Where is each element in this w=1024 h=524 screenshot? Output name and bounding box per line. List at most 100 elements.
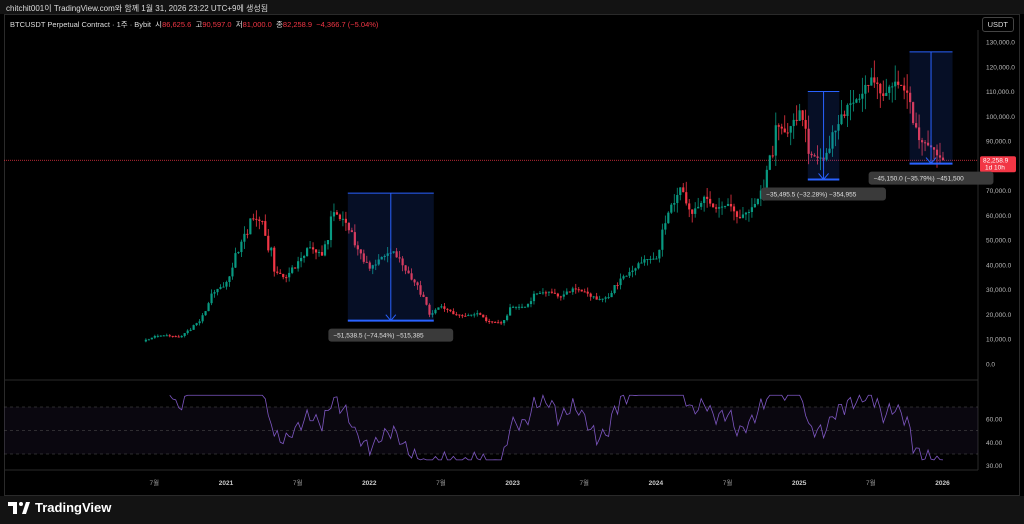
candle-body: [446, 308, 449, 310]
candle-body: [941, 157, 945, 161]
symbol-title: BTCUSDT Perpetual Contract · 1주 · Bybit: [10, 20, 151, 29]
candle-body: [500, 322, 503, 324]
candle-body: [610, 292, 613, 298]
candle-body: [676, 195, 679, 204]
candle-body: [691, 209, 694, 214]
candle-body: [506, 315, 509, 320]
price-tick: 30,000.0: [986, 287, 1012, 294]
candle-body: [577, 289, 580, 291]
last-price-countdown: 1d 10h: [985, 164, 1005, 171]
candle-body: [837, 124, 840, 131]
candle-body: [323, 244, 327, 256]
candle-body: [574, 288, 577, 290]
candle-body: [670, 204, 673, 213]
candle-body: [413, 279, 416, 283]
candle-body: [795, 119, 798, 121]
candle-body: [431, 313, 434, 315]
candle-body: [682, 187, 685, 193]
candle-body: [234, 253, 237, 268]
price-tick: 110,000.0: [986, 89, 1015, 96]
candle-body: [667, 212, 670, 224]
candle-body: [371, 265, 374, 269]
candle-body: [359, 249, 362, 254]
low-value: 81,000.0: [242, 20, 272, 29]
currency-button[interactable]: USDT: [981, 17, 1014, 32]
candle-body: [526, 304, 530, 307]
candle-body: [150, 337, 153, 340]
candle-body: [640, 262, 643, 264]
low-label: 저: [235, 20, 243, 29]
candle-body: [792, 119, 795, 127]
candle-body: [425, 296, 428, 305]
candle-body: [938, 155, 942, 158]
candle-body: [380, 256, 383, 260]
candle-body: [709, 198, 712, 204]
candle-body: [622, 276, 625, 279]
candle-body: [840, 114, 843, 125]
candle-body: [201, 315, 204, 322]
candle-body: [311, 247, 315, 250]
candle-body: [497, 322, 500, 324]
candle-body: [831, 132, 834, 149]
candle-body: [285, 277, 288, 279]
tradingview-logo[interactable]: TradingView: [8, 500, 111, 515]
rsi-tick: 60.00: [986, 416, 1003, 423]
candle-body: [729, 203, 733, 207]
candle-body: [556, 293, 559, 297]
candle-body: [356, 245, 359, 250]
price-tick: 0.0: [986, 362, 995, 369]
candle-body: [882, 93, 885, 96]
time-tick: 7월: [150, 478, 160, 487]
symbol-legend: BTCUSDT Perpetual Contract · 1주 · Bybit …: [10, 19, 378, 30]
candle-body: [547, 291, 551, 293]
high-label: 고: [195, 20, 203, 29]
candle-body: [541, 292, 545, 294]
candle-body: [879, 83, 882, 94]
candle-body: [544, 292, 548, 294]
candle-body: [655, 258, 658, 260]
candle-body: [926, 142, 930, 146]
candle-body: [243, 233, 246, 242]
rsi-tick: 40.00: [986, 440, 1003, 447]
price-tick: 20,000.0: [986, 312, 1012, 319]
candle-body: [900, 84, 903, 86]
change-value: −4,366.7 (−5.04%): [316, 20, 379, 29]
candle-body: [276, 271, 279, 273]
candle-body: [810, 153, 813, 156]
candle-body: [341, 218, 345, 220]
candle-body: [703, 196, 706, 203]
candle-body: [452, 311, 455, 315]
candle-body: [491, 321, 494, 323]
candle-body: [326, 240, 330, 245]
candle-body: [732, 206, 736, 212]
candle-body: [568, 291, 571, 293]
candle-body: [377, 259, 380, 265]
candle-body: [144, 339, 147, 342]
candle-body: [601, 298, 604, 300]
candle-body: [282, 273, 285, 278]
candle-body: [849, 103, 852, 105]
candle-body: [909, 92, 912, 103]
candle-body: [153, 336, 156, 338]
candle-body: [383, 255, 386, 257]
price-tick: 50,000.0: [986, 238, 1012, 245]
candle-body: [252, 218, 255, 220]
candle-body: [777, 125, 780, 127]
candle-body: [147, 339, 150, 341]
candle-body: [162, 335, 165, 337]
candle-body: [222, 286, 225, 288]
candle-body: [476, 313, 479, 315]
candle-body: [915, 123, 918, 128]
candle-body: [467, 315, 470, 317]
measure-label: −45,150.0 (−35.79%) −451,500: [874, 176, 965, 183]
price-chart[interactable]: 130,000.0 120,000.0 110,000.0 100,000.0 90,0…: [0, 0, 1024, 496]
candle-body: [780, 126, 783, 129]
candle-body: [374, 264, 377, 266]
candle-body: [488, 320, 491, 322]
footer-bar: [0, 496, 1024, 524]
time-tick: 2025: [792, 480, 807, 487]
candle-body: [237, 252, 240, 254]
candle-body: [231, 267, 234, 277]
candle-body: [473, 314, 476, 316]
candle-body: [335, 212, 339, 215]
